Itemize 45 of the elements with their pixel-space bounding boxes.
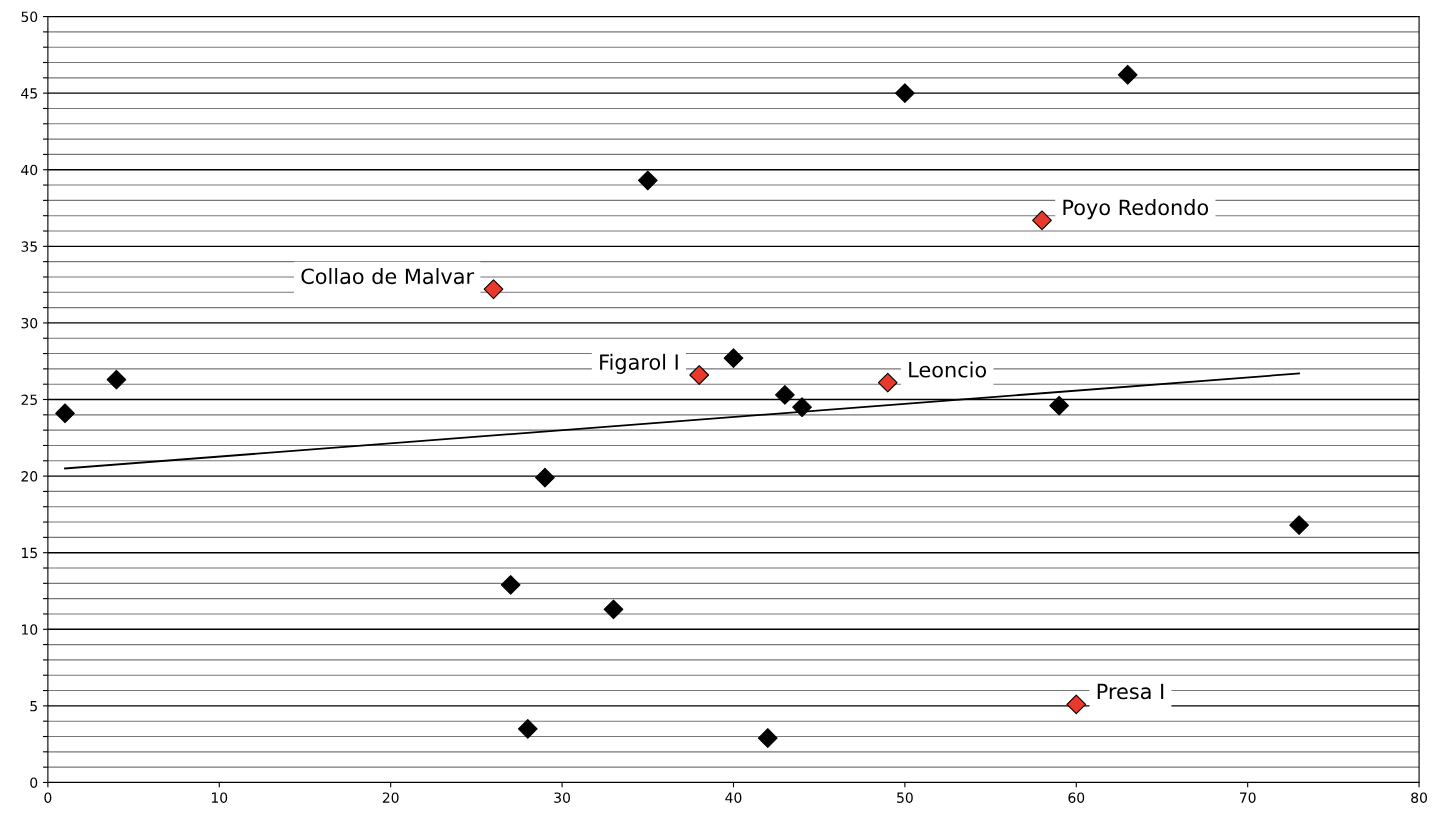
point: [895, 83, 915, 104]
annotation: Leoncio: [909, 361, 987, 378]
point: [483, 279, 504, 300]
point: [877, 372, 898, 393]
point: [603, 599, 624, 620]
x-tick-label: 40: [725, 792, 742, 803]
point: [1289, 515, 1309, 535]
y-tick-label: 35: [21, 241, 37, 252]
annotation: Collao de Malvar: [301, 268, 475, 285]
y-tick-label: 25: [21, 394, 37, 405]
annotation: Figarol I: [600, 353, 678, 374]
x-tick-label: 30: [554, 792, 570, 803]
point: [1117, 64, 1138, 85]
x-tick-label: 60: [1068, 792, 1085, 803]
point: [689, 365, 710, 385]
annotation: Presa I: [1097, 683, 1164, 700]
y-tick-label: 45: [21, 88, 37, 99]
point: [55, 403, 75, 424]
y-tick-label: 0: [30, 777, 38, 788]
point: [106, 369, 127, 390]
y-tick-label: 10: [22, 624, 38, 635]
point: [535, 467, 555, 488]
point: [517, 718, 538, 739]
point: [757, 728, 778, 748]
y-tick-label: 30: [21, 317, 38, 329]
point: [775, 385, 795, 405]
point: [1049, 395, 1070, 416]
x-tick-label: 0: [44, 792, 52, 803]
x-tick-label: 20: [382, 792, 399, 803]
point: [1066, 694, 1087, 715]
y-tick-label: 50: [21, 11, 38, 23]
point: [792, 397, 812, 418]
annotation: Poyo Redondo: [1063, 199, 1209, 220]
x-tick-label: 50: [897, 792, 913, 803]
point: [500, 574, 521, 595]
x-tick-label: 80: [1411, 792, 1427, 803]
y-tick-label: 40: [21, 164, 38, 176]
y-tick-label: 5: [30, 701, 37, 712]
x-tick-label: 10: [211, 792, 228, 803]
point: [1032, 210, 1052, 231]
point: [723, 348, 744, 369]
point: [637, 170, 658, 191]
y-tick-label: 20: [21, 471, 38, 482]
y-tick-label: 15: [22, 547, 37, 559]
x-tick-label: 70: [1239, 792, 1256, 803]
